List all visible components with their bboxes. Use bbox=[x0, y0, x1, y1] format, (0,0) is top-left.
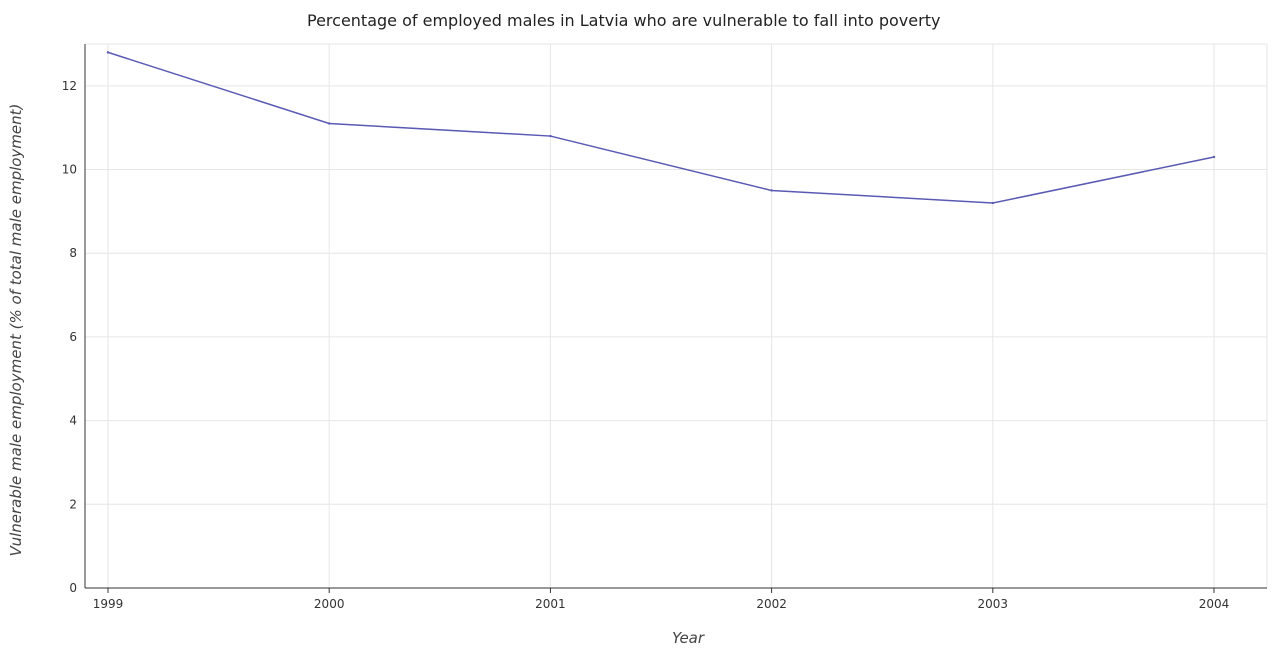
series-layer bbox=[106, 51, 1216, 205]
data-point bbox=[991, 201, 994, 205]
y-tick-label: 2 bbox=[69, 497, 77, 511]
axes bbox=[84, 44, 1267, 593]
y-tick-label: 0 bbox=[69, 581, 77, 595]
x-axis-label: Year bbox=[672, 629, 705, 647]
x-tick-label: 2004 bbox=[1199, 597, 1230, 611]
x-tick-label: 2000 bbox=[314, 597, 345, 611]
x-tick-label: 2001 bbox=[535, 597, 566, 611]
tick-labels: 0 2 4 6 8 10 12 1999 2000 2001 2002 2003 2004 bbox=[62, 79, 1230, 611]
data-point bbox=[1212, 155, 1216, 159]
y-tick-label: 8 bbox=[69, 246, 77, 260]
data-point bbox=[106, 51, 110, 54]
y-tick-label: 10 bbox=[62, 163, 77, 177]
series-line bbox=[107, 51, 1215, 204]
x-tick-label: 1999 bbox=[93, 597, 124, 611]
data-point bbox=[328, 122, 331, 125]
y-tick-label: 4 bbox=[69, 414, 77, 428]
y-tick-label: 12 bbox=[62, 79, 77, 93]
data-point bbox=[549, 134, 552, 138]
x-tick-label: 2003 bbox=[978, 597, 1009, 611]
y-tick-label: 6 bbox=[69, 330, 77, 344]
data-point bbox=[770, 189, 773, 192]
grid bbox=[85, 43, 1268, 589]
chart-title: Percentage of employed males in Latvia w… bbox=[307, 11, 940, 30]
x-tick-label: 2002 bbox=[756, 597, 787, 611]
y-axis-label: Vulnerable male employment (% of total m… bbox=[7, 104, 25, 557]
